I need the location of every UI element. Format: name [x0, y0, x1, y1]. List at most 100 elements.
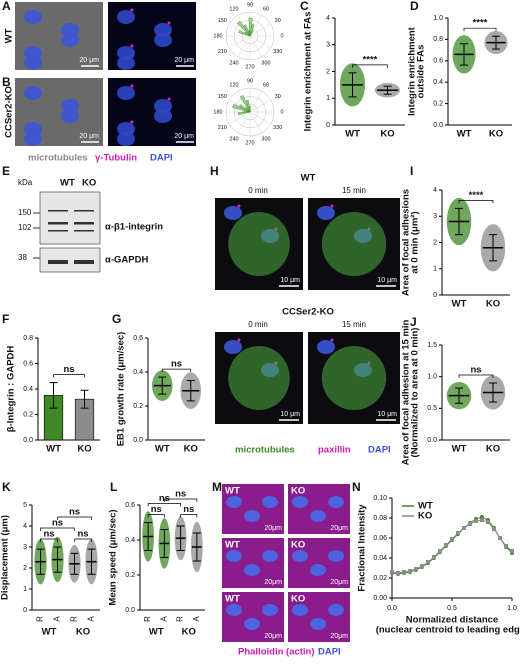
nucleus	[117, 56, 135, 70]
nucleus	[61, 109, 79, 123]
y-axis-label: Area of focal adhesion at 15 min	[401, 319, 412, 465]
sig-bracket	[458, 200, 494, 204]
sig-bracket	[463, 27, 497, 32]
nucleus	[117, 86, 135, 100]
y-axis-label: Integrin enrichment	[407, 26, 418, 116]
polar-tick-label: 120	[229, 83, 238, 89]
y-tick-label: 1.0	[427, 374, 437, 381]
lane-label: WT	[225, 540, 240, 551]
y-tick-label: 0.00	[373, 595, 387, 602]
x-tick-label: KO	[486, 444, 500, 455]
puncta	[130, 44, 134, 48]
x-tick-label: KO	[380, 129, 394, 140]
y-tick-label: 1.0	[433, 15, 443, 22]
x-tick-label: A	[192, 616, 201, 622]
x-tick-label: KO	[77, 444, 91, 455]
y-tick-label: 0.06	[373, 535, 387, 542]
sig-bracket	[74, 538, 92, 542]
marker-label: 102	[18, 223, 32, 232]
panel-label: M	[212, 480, 222, 494]
nucleus	[226, 550, 242, 562]
cell	[321, 212, 387, 276]
time-label: 0 min	[248, 320, 268, 329]
polar-tick-label: 210	[218, 125, 227, 131]
micrograph	[222, 484, 284, 534]
polar-tick-label: 30	[275, 94, 281, 100]
polar-tick-label: 90	[247, 78, 253, 84]
nucleus	[154, 33, 172, 47]
sig-bracket	[352, 64, 388, 68]
scale-label: 20μm	[264, 525, 282, 532]
nucleus	[154, 99, 172, 113]
y-tick-label: 0.2	[433, 100, 443, 107]
polar-tick-label: 300	[261, 136, 270, 142]
nucleus	[292, 604, 308, 616]
rose-wedge	[238, 30, 251, 37]
y-tick-label: 0.6	[133, 335, 143, 342]
point	[468, 522, 472, 526]
polar-tick-label: 240	[229, 60, 238, 66]
panel-label: E	[2, 164, 10, 178]
panel-label: K	[2, 480, 11, 494]
band	[74, 210, 94, 212]
scale-label: 10 μm	[377, 277, 397, 284]
antibody-label: α-GAPDH	[105, 255, 148, 266]
nucleus	[262, 550, 278, 562]
y-tick-label: 4	[326, 15, 330, 22]
y-tick-label: 0.0	[23, 437, 33, 444]
blot	[39, 191, 101, 245]
nucleus	[117, 10, 135, 24]
rose-wedge	[239, 95, 251, 113]
panel-label: A	[2, 0, 11, 13]
polar-spoke	[249, 35, 263, 57]
polar-tick-label: 210	[218, 49, 227, 55]
puncta	[130, 8, 134, 12]
legend-text: microtubules	[235, 445, 295, 456]
nucleus	[226, 604, 242, 616]
polar-tick-label: 330	[273, 49, 282, 55]
significance: ****	[363, 54, 378, 65]
band	[48, 222, 68, 225]
marker-label: 38	[18, 253, 27, 262]
point	[420, 564, 424, 568]
puncta	[167, 97, 171, 101]
polar-tick-label: 0	[280, 33, 283, 39]
point	[438, 549, 442, 553]
polar-spoke	[249, 35, 271, 49]
nucleus	[24, 86, 42, 100]
y-tick-label: 0.08	[373, 515, 387, 522]
sig-bracket	[40, 527, 75, 531]
nucleus	[310, 564, 326, 576]
scale-label: 10 μm	[377, 411, 397, 418]
significance: ****	[473, 18, 488, 29]
y-tick-label: 0.10	[373, 495, 387, 502]
nucleus	[24, 56, 42, 70]
polar-spoke	[229, 111, 251, 125]
sig-bracket	[147, 503, 181, 507]
polar-spoke	[249, 111, 271, 125]
polar-spoke	[229, 35, 251, 49]
scale-label: 20 μm	[79, 57, 99, 64]
significance: ns	[69, 507, 80, 518]
cell	[228, 212, 290, 276]
sig-bracket	[164, 498, 198, 502]
nucleus	[117, 46, 135, 60]
lane-label: KO	[82, 178, 96, 189]
band	[74, 222, 94, 225]
polar-spoke	[249, 23, 271, 37]
point	[492, 527, 496, 531]
lane-label: WT	[60, 178, 75, 189]
legend-text: KO	[418, 511, 432, 522]
lane-label: KO	[291, 540, 305, 551]
polar-spoke	[249, 91, 263, 113]
y-tick-label: 0.4	[433, 79, 443, 86]
x-tick-label: A	[159, 616, 168, 622]
panel-label: J	[410, 315, 417, 329]
y-tick-label: 0.8	[23, 335, 33, 342]
nucleus	[154, 109, 172, 123]
significance: ns	[77, 529, 88, 540]
legend-text: DAPI	[318, 647, 341, 658]
row-label: WT	[4, 28, 15, 43]
rose-wedge	[243, 24, 251, 37]
group-label: KO	[76, 627, 90, 638]
